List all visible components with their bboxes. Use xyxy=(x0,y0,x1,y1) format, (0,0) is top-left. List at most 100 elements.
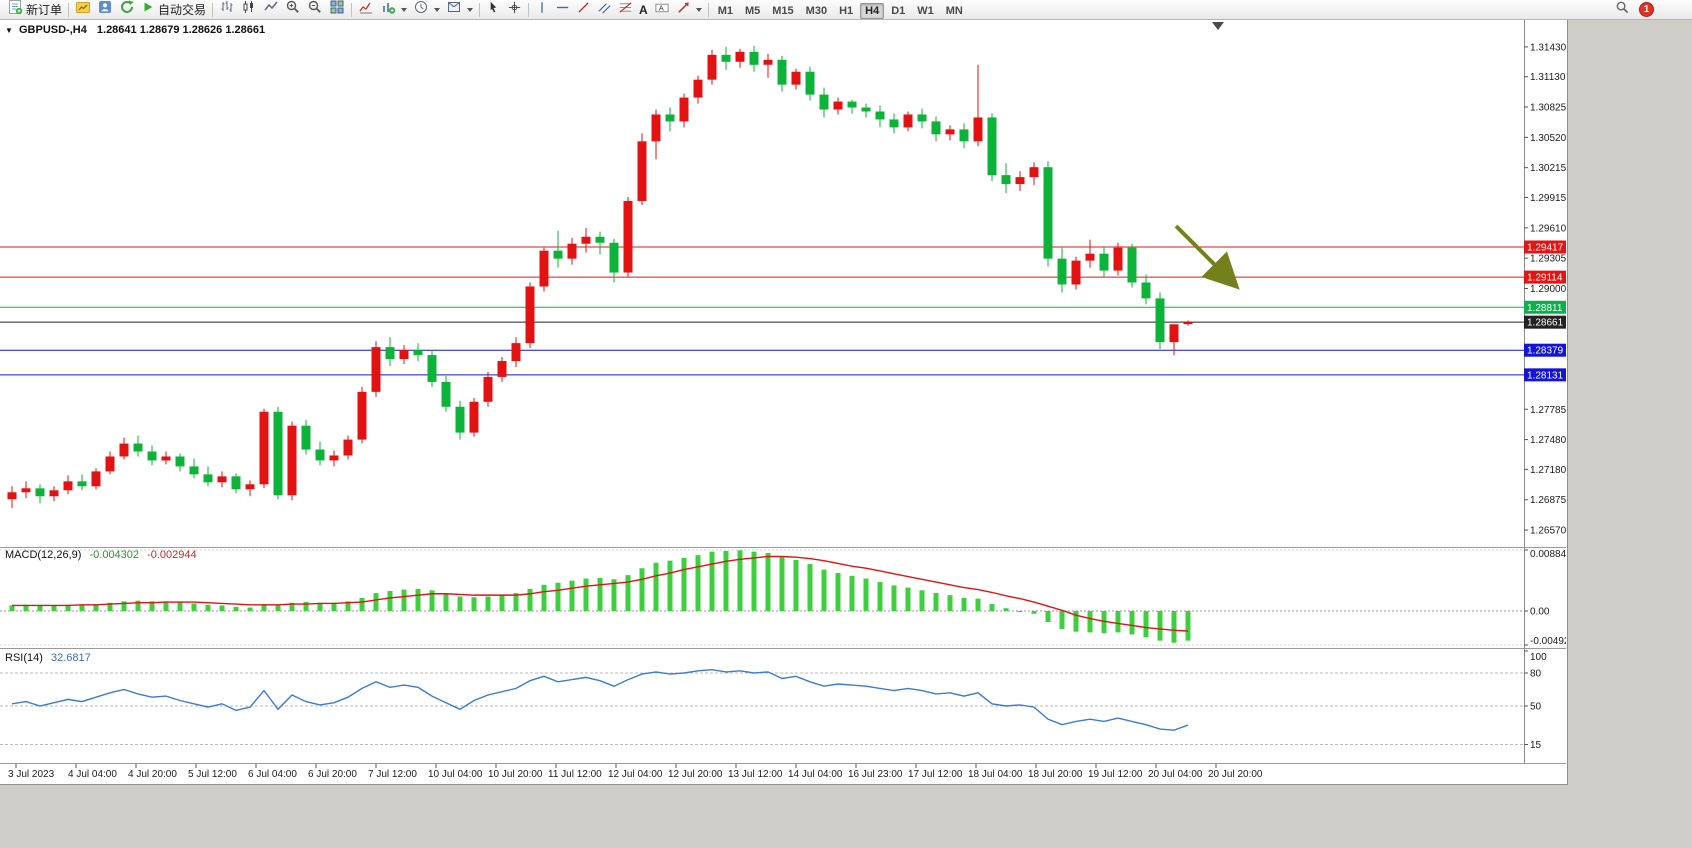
svg-text:12 Jul 04:00: 12 Jul 04:00 xyxy=(608,769,663,780)
toolbar-right-group: 1 xyxy=(1615,0,1654,20)
svg-text:1.30215: 1.30215 xyxy=(1530,163,1566,174)
toolbar: 新订单 自动交易 A A M1 M5 M15 M30 H1 xyxy=(0,0,1692,20)
svg-text:1.29610: 1.29610 xyxy=(1530,223,1566,234)
new-order-icon xyxy=(7,0,23,20)
svg-text:4 Jul 20:00: 4 Jul 20:00 xyxy=(128,769,177,780)
add-indicator-button[interactable] xyxy=(377,1,410,19)
time-axis[interactable]: 3 Jul 2023 4 Jul 04:00 4 Jul 20:00 5 Jul 12… xyxy=(8,764,1263,780)
timeframe-mn-button[interactable]: MN xyxy=(945,4,963,17)
svg-text:1.28811: 1.28811 xyxy=(1527,303,1563,314)
search-icon[interactable] xyxy=(1615,0,1630,20)
autotrading-button[interactable]: 自动交易 xyxy=(138,1,209,19)
zoom-out-button[interactable] xyxy=(304,0,326,19)
toolbar-separator xyxy=(479,2,481,17)
svg-text:1.27480: 1.27480 xyxy=(1530,435,1566,446)
svg-text:7 Jul 12:00: 7 Jul 12:00 xyxy=(368,769,417,780)
line-chart-mode-button[interactable] xyxy=(260,1,282,19)
chevron-down-icon xyxy=(695,7,702,12)
price-tag xyxy=(1524,240,1566,254)
svg-text:3 Jul 2023: 3 Jul 2023 xyxy=(8,769,55,780)
trendline-tool-button[interactable] xyxy=(573,1,594,19)
cursor-tool-button[interactable] xyxy=(483,1,504,19)
svg-text:4 Jul 04:00: 4 Jul 04:00 xyxy=(68,769,117,780)
timeframe-h4-button[interactable]: H4 xyxy=(860,2,885,19)
svg-text:18 Jul 20:00: 18 Jul 20:00 xyxy=(1028,769,1083,780)
price-chart[interactable]: 1.31430 1.31130 1.30825 1.30520 1.30215 1.299… xyxy=(0,20,1566,783)
toolbar-separator xyxy=(68,2,70,17)
channel-icon xyxy=(597,0,612,20)
text-label-tool-button[interactable]: A xyxy=(651,1,673,19)
chevron-down-icon xyxy=(467,7,474,12)
fibonacci-icon xyxy=(618,0,633,20)
svg-text:1.27180: 1.27180 xyxy=(1530,465,1566,476)
macd-axis: 0.008843 0.00 -0.004928 xyxy=(1524,549,1566,647)
clock-icon xyxy=(413,0,429,20)
rsi-panel xyxy=(0,668,1524,745)
svg-text:10 Jul 04:00: 10 Jul 04:00 xyxy=(428,769,483,780)
chart-window: 1.31430 1.31130 1.30825 1.30520 1.30215 1.299… xyxy=(0,20,1568,785)
timeframe-m1-button[interactable]: M1 xyxy=(717,4,733,17)
indicator-list-button[interactable] xyxy=(355,1,377,19)
candlestick-mode-button[interactable] xyxy=(238,1,260,19)
notification-badge[interactable]: 1 xyxy=(1639,2,1654,17)
svg-text:0.00: 0.00 xyxy=(1530,607,1550,618)
chart-shift-marker[interactable] xyxy=(1212,22,1224,30)
svg-text:14 Jul 04:00: 14 Jul 04:00 xyxy=(788,769,843,780)
data-window-icon xyxy=(97,0,113,20)
tile-windows-icon xyxy=(329,0,345,20)
price-tag xyxy=(1524,343,1566,357)
svg-text:1.28131: 1.28131 xyxy=(1527,370,1564,381)
template-button[interactable] xyxy=(443,1,476,19)
crosshair-tool-button[interactable] xyxy=(504,1,525,19)
macd-panel xyxy=(0,549,1524,646)
svg-text:1.29305: 1.29305 xyxy=(1530,254,1566,265)
data-window-button[interactable] xyxy=(94,1,116,19)
market-watch-button[interactable] xyxy=(72,1,94,19)
template-icon xyxy=(446,0,462,20)
svg-text:13 Jul 12:00: 13 Jul 12:00 xyxy=(728,769,783,780)
svg-text:6 Jul 20:00: 6 Jul 20:00 xyxy=(308,769,357,780)
timeframe-m15-button[interactable]: M15 xyxy=(772,4,794,17)
horizontal-line-icon xyxy=(555,0,570,20)
bar-chart-mode-button[interactable] xyxy=(216,1,238,19)
channel-tool-button[interactable] xyxy=(594,1,615,19)
refresh-button[interactable] xyxy=(116,0,138,19)
price-tag xyxy=(1524,315,1566,329)
candles-group xyxy=(7,45,1193,509)
crosshair-icon xyxy=(507,0,522,20)
zoom-in-button[interactable] xyxy=(282,0,304,19)
new-order-button[interactable]: 新订单 xyxy=(4,0,65,20)
trendline-icon xyxy=(576,0,591,20)
svg-text:5 Jul 12:00: 5 Jul 12:00 xyxy=(188,769,237,780)
toolbar-separator xyxy=(707,2,709,17)
price-axis[interactable]: 1.31430 1.31130 1.30825 1.30520 1.30215 1.299… xyxy=(1524,42,1566,537)
svg-text:100: 100 xyxy=(1530,652,1547,663)
timeframe-m5-button[interactable]: M5 xyxy=(744,4,761,17)
timeframe-w1-button[interactable]: W1 xyxy=(917,4,934,17)
svg-text:0.008843: 0.008843 xyxy=(1530,549,1566,560)
svg-text:20 Jul 20:00: 20 Jul 20:00 xyxy=(1208,769,1263,780)
text-tool-button[interactable]: A xyxy=(636,1,651,19)
price-tag xyxy=(1524,300,1566,314)
arrows-tool-button[interactable] xyxy=(673,1,705,19)
svg-text:20 Jul 04:00: 20 Jul 04:00 xyxy=(1148,769,1203,780)
tile-windows-button[interactable] xyxy=(326,0,348,20)
timeframe-h1-button[interactable]: H1 xyxy=(839,4,854,17)
svg-text:1.27785: 1.27785 xyxy=(1530,405,1566,416)
add-indicator-icon xyxy=(380,0,396,20)
timeframe-m30-button[interactable]: M30 xyxy=(805,4,828,17)
svg-text:1.26570: 1.26570 xyxy=(1530,526,1566,537)
svg-text:1.29915: 1.29915 xyxy=(1530,193,1566,204)
period-button[interactable] xyxy=(410,1,443,19)
vertical-line-tool-button[interactable] xyxy=(532,1,552,19)
svg-text:1.30825: 1.30825 xyxy=(1530,103,1566,114)
fibonacci-tool-button[interactable] xyxy=(615,1,636,19)
toolbar-separator xyxy=(528,2,530,17)
svg-text:1.29417: 1.29417 xyxy=(1527,243,1564,254)
timeframe-d1-button[interactable]: D1 xyxy=(891,4,906,17)
svg-text:16 Jul 23:00: 16 Jul 23:00 xyxy=(848,769,903,780)
horizontal-line-tool-button[interactable] xyxy=(552,1,573,19)
annotation-arrow[interactable] xyxy=(1174,224,1240,290)
horizontal-lines-group xyxy=(0,246,1524,376)
